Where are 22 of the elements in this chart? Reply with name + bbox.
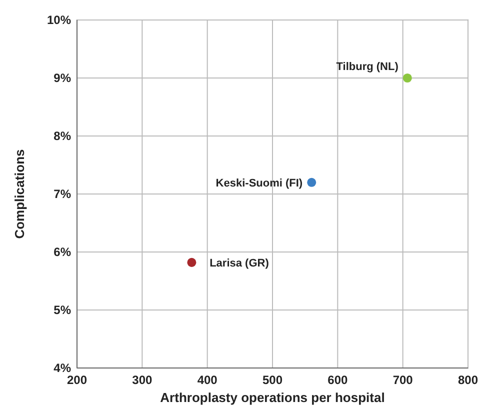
x-tick-label: 800 bbox=[458, 373, 478, 387]
x-tick-label: 700 bbox=[392, 373, 414, 387]
x-tick-label: 200 bbox=[66, 373, 88, 387]
series-label: Keski-Suomi (FI) bbox=[216, 177, 303, 190]
series-label: Tilburg (NL) bbox=[336, 60, 399, 73]
y-axis-title: Complications bbox=[12, 149, 27, 239]
y-tick-label: 4% bbox=[54, 361, 72, 376]
x-tick-label: 400 bbox=[197, 373, 218, 387]
x-tick-label: 500 bbox=[262, 373, 283, 387]
y-tick-label: 7% bbox=[54, 187, 72, 202]
y-tick-label: 10% bbox=[46, 13, 72, 28]
y-tick-label: 9% bbox=[54, 71, 72, 86]
y-tick-label: 6% bbox=[54, 245, 72, 260]
x-axis-title: Arthroplasty operations per hospital bbox=[160, 390, 385, 405]
x-tick-label: 600 bbox=[328, 373, 348, 387]
y-tick-label: 8% bbox=[54, 129, 72, 144]
point bbox=[307, 178, 316, 187]
x-tick-label: 300 bbox=[132, 373, 152, 387]
point bbox=[402, 73, 412, 83]
y-tick-label: 5% bbox=[54, 303, 72, 318]
series-label: Larisa (GR) bbox=[210, 257, 270, 270]
point bbox=[187, 258, 196, 267]
